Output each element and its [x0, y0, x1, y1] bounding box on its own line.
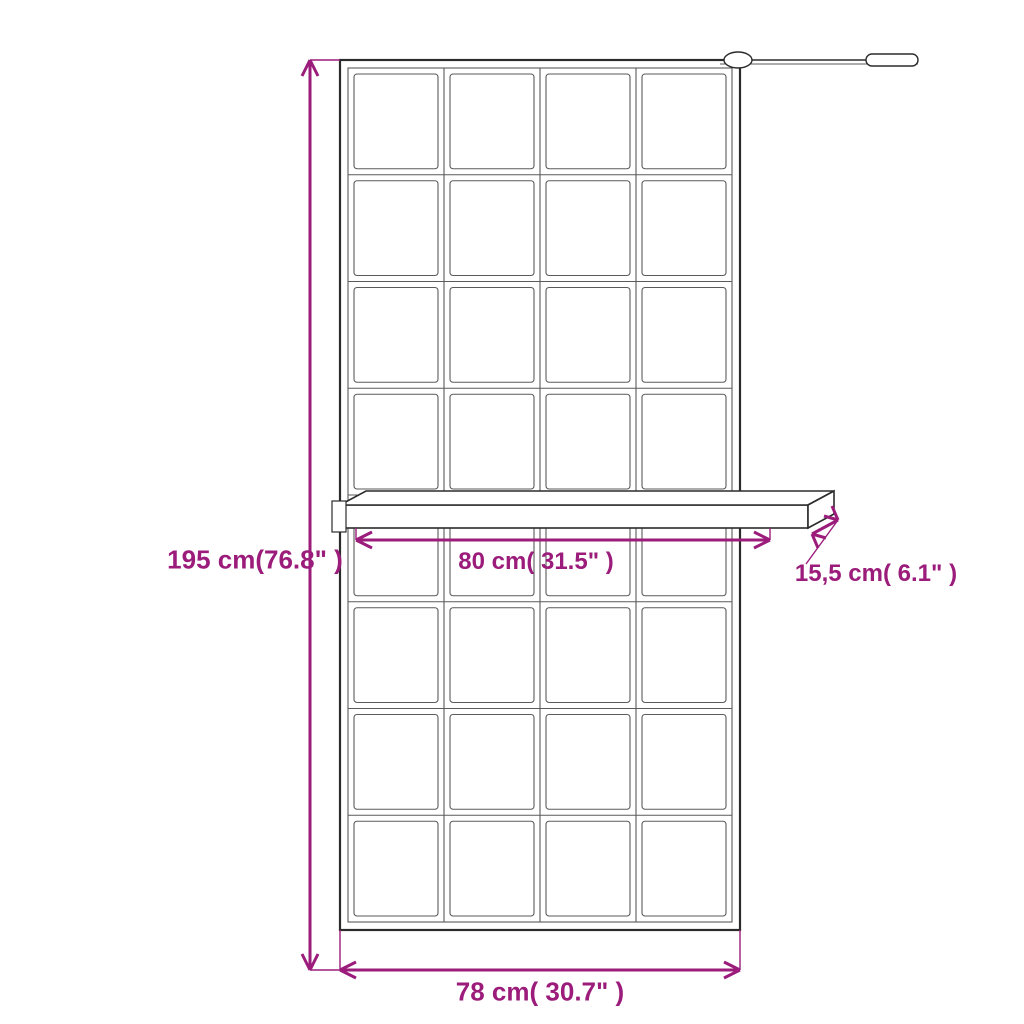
height-dimension-label: 195 cm(76.8" ) [167, 545, 343, 576]
diagram-svg [0, 0, 1024, 1024]
width-dimension-label: 78 cm( 30.7" ) [456, 977, 624, 1008]
shelf-depth-dimension-label: 15,5 cm( 6.1" ) [795, 560, 957, 588]
diagram-canvas: 195 cm(76.8" ) 78 cm( 30.7" ) 80 cm( 31.… [0, 0, 1024, 1024]
shelf-length-dimension-label: 80 cm( 31.5" ) [458, 548, 613, 576]
